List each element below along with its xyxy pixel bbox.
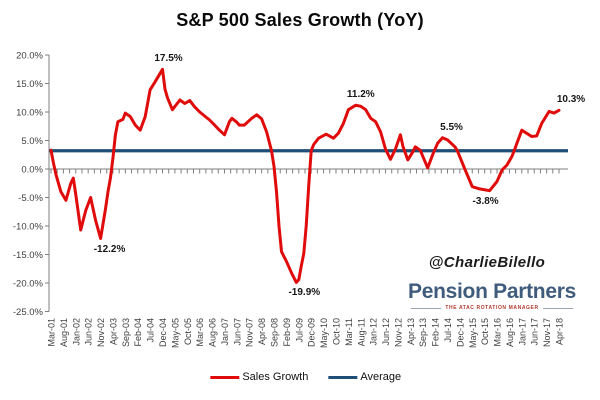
y-tick-label: 0.0%: [21, 165, 43, 176]
x-tick-label: Jun-17: [530, 318, 540, 346]
logo-tagline: THE ATAC ROTATION MANAGER: [445, 305, 539, 311]
chart-title: S&P 500 Sales Growth (YoY): [176, 10, 424, 30]
x-tick-label: Jan-07: [220, 318, 230, 346]
x-tick-label: Dec-09: [307, 318, 317, 347]
x-tick-label: Nov-02: [96, 318, 106, 347]
x-tick-label: Aug-11: [356, 318, 366, 346]
legend-label-sales-growth: Sales Growth: [242, 371, 309, 383]
x-tick-label: Mar-11: [344, 318, 354, 346]
x-tick-label: Feb-04: [133, 318, 143, 347]
x-tick-label: Apr-18: [555, 318, 565, 345]
x-tick-label: Feb-09: [282, 318, 292, 347]
x-tick-label: Aug-06: [208, 318, 218, 347]
legend: Sales Growth Average: [210, 371, 401, 383]
x-tick-label: Sep-03: [121, 318, 131, 347]
x-tick-label: Nov-12: [393, 318, 403, 347]
x-tick-label: Jun-07: [232, 318, 242, 346]
x-tick-label: Apr-08: [257, 318, 267, 345]
x-tick-label: May-15: [468, 318, 478, 348]
y-tick-label: -15.0%: [13, 250, 44, 261]
y-tick-label: -20.0%: [13, 279, 44, 290]
y-tick-label: 5.0%: [21, 136, 43, 147]
x-tick-label: May-05: [170, 318, 180, 348]
y-tick-label: 15.0%: [16, 79, 43, 90]
x-tick-label: Sep-13: [418, 318, 428, 347]
x-tick-label: Nov-17: [542, 318, 552, 347]
twitter-handle: @CharlieBilello: [428, 254, 546, 271]
tagline-rule-right: [542, 307, 574, 309]
x-tick-label: Jun-02: [84, 318, 94, 346]
sales-growth-line: [49, 67, 561, 284]
x-tick-label: Oct-05: [183, 318, 193, 345]
x-tick-label: Apr-03: [108, 318, 118, 345]
legend-item-sales-growth: Sales Growth: [210, 371, 308, 383]
data-label: -12.2%: [93, 243, 126, 255]
x-tick-label: Jul-04: [146, 318, 156, 343]
sales-growth-line-swatch: [210, 375, 240, 379]
y-tick-label: 10.0%: [16, 108, 43, 119]
legend-label-average: Average: [360, 371, 402, 383]
x-tick-label: Aug-16: [505, 318, 515, 347]
x-tick-label: Mar-01: [47, 318, 57, 347]
pension-partners-logo: Pension Partners THE ATAC ROTATION MANAG…: [408, 280, 576, 311]
legend-item-average: Average: [328, 371, 401, 383]
x-tick-label: Oct-10: [331, 318, 341, 345]
y-tick-label: -5.0%: [18, 193, 43, 204]
x-tick-label: Jan-17: [517, 318, 527, 346]
x-tick-label: Mar-16: [493, 318, 503, 347]
x-tick-label: Apr-13: [406, 318, 416, 345]
data-label: 17.5%: [154, 53, 183, 65]
x-tick-label: Jan-02: [71, 318, 81, 346]
x-tick-label: Nov-07: [245, 318, 255, 347]
data-label: -19.9%: [288, 287, 321, 299]
y-tick-label: -25.0%: [13, 307, 44, 318]
data-label: 5.5%: [440, 121, 463, 133]
x-tick-label: Dec-14: [455, 318, 465, 347]
logo-tagline-row: THE ATAC ROTATION MANAGER: [411, 305, 574, 311]
x-tick-label: Oct-15: [480, 318, 490, 345]
x-tick-label: Jun-12: [381, 318, 391, 346]
x-tick-label: Sep-08: [270, 318, 280, 347]
data-label: -3.8%: [472, 195, 499, 207]
x-tick-label: Jan-12: [369, 318, 379, 346]
y-tick-label: -10.0%: [13, 222, 44, 233]
data-label: 11.2%: [346, 89, 375, 101]
x-tick-label: Aug-01: [59, 318, 69, 347]
x-tick-label: Jul-09: [294, 318, 304, 343]
x-tick-label: May-10: [319, 318, 329, 348]
x-tick-label: Jul-14: [443, 318, 453, 343]
y-tick-label: 20.0%: [16, 51, 43, 62]
tagline-rule-left: [411, 307, 442, 309]
x-tick-label: Dec-04: [158, 318, 168, 347]
average-line-swatch: [328, 375, 358, 379]
logo-name: Pension Partners: [408, 280, 576, 303]
x-tick-label: Mar-06: [195, 318, 205, 347]
data-label: 10.3%: [556, 94, 586, 106]
x-tick-label: Feb-14: [431, 318, 441, 347]
